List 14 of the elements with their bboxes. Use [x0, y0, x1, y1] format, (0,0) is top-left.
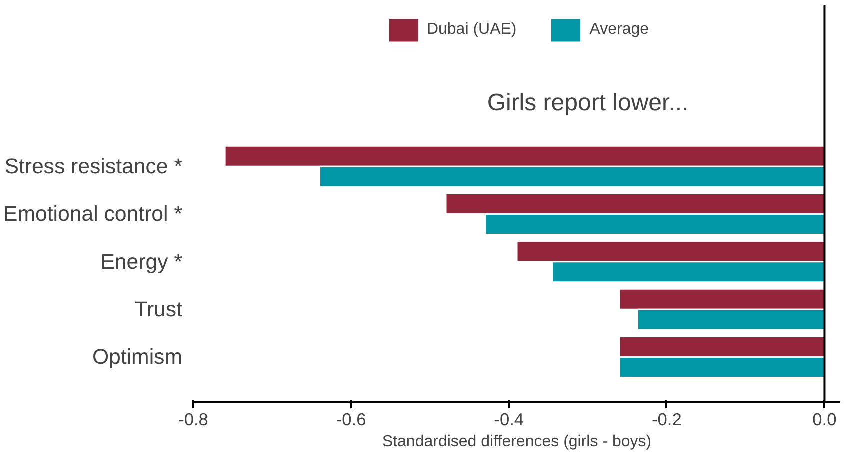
- y-tick-label: Energy *: [100, 250, 183, 274]
- y-tick-label: Trust: [134, 298, 183, 322]
- x-tick-label: 0.0: [812, 410, 837, 430]
- y-tick-label: Optimism: [92, 345, 183, 370]
- y-tick-label: Emotional control *: [3, 202, 183, 226]
- x-tick-label: -0.6: [336, 410, 366, 430]
- y-tick-label: Stress resistance *: [4, 154, 183, 179]
- x-tick-label: -0.2: [652, 410, 682, 430]
- x-axis-title: Standardised differences (girls - boys): [382, 434, 652, 450]
- text: Girls report lower...: [487, 90, 689, 117]
- legend-label: Average: [590, 21, 650, 39]
- x-tick-label: -0.8: [178, 410, 208, 430]
- legend-label: Dubai (UAE): [426, 21, 517, 39]
- x-tick-label: -0.4: [494, 410, 524, 430]
